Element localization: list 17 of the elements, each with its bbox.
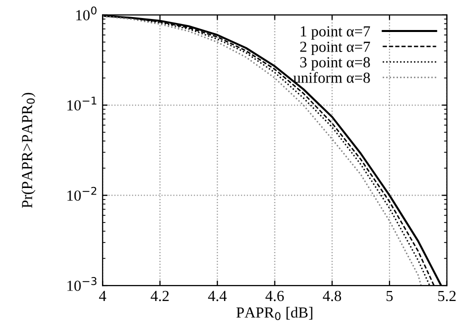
y-tick-label: 10$^{−1}$ (67, 96, 96, 111)
y-tick-label: 10$^{−2}$ (67, 186, 96, 201)
y-tick-label: 10$^{−3}$ (67, 277, 96, 291)
x-tick-label: 4.6 (265, 290, 284, 302)
x-tick-label: 5 (386, 290, 393, 302)
y-axis-title: Pr(PAPR>PAPR$_{0}$) (22, 92, 36, 208)
x-tick-label: 4.2 (150, 290, 169, 302)
x-tick-label: 5.2 (438, 290, 456, 302)
legend-label: 3 point α=8 (300, 57, 370, 71)
legend-label: uniform α=8 (293, 72, 370, 83)
legend-label: 2 point α=7 (300, 42, 370, 56)
x-tick-label: 4 (99, 290, 106, 301)
x-axis-title: PAPR$_{0}$ [dB] (236, 306, 312, 320)
x-tick-label: 4.4 (208, 290, 227, 302)
legend-label: 1 point α=7 (300, 26, 370, 40)
y-tick-label: 10$^{0}$ (76, 6, 96, 20)
x-tick-label: 4.8 (322, 290, 342, 302)
